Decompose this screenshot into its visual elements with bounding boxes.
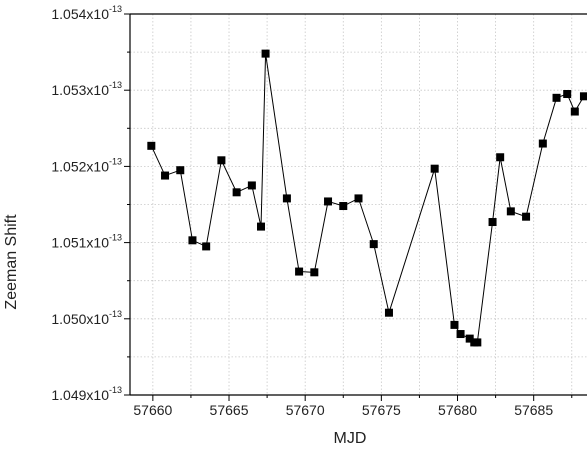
data-point <box>384 308 393 317</box>
x-tick-label: 57660 <box>133 402 172 418</box>
series-layer <box>147 49 587 347</box>
data-point <box>465 334 474 343</box>
data-point <box>456 330 465 339</box>
x-tick-label: 57675 <box>362 402 401 418</box>
data-point <box>579 92 587 101</box>
data-point <box>202 242 211 251</box>
data-point <box>552 93 561 102</box>
data-point <box>247 181 256 190</box>
data-point <box>188 236 197 245</box>
data-point <box>473 338 482 347</box>
x-tick-label: 57680 <box>438 402 477 418</box>
axes: 57660 57665 57670 57675 57680 57685 1.049x10-1… <box>51 4 587 418</box>
y-axis-label: Zeeman Shift <box>3 214 20 310</box>
data-point <box>324 197 333 206</box>
data-point <box>257 222 266 231</box>
y-tick-label: 1.051x10-13 <box>51 233 122 251</box>
data-point <box>176 166 185 175</box>
data-point <box>450 320 459 329</box>
data-point <box>217 156 226 165</box>
data-point <box>570 107 579 116</box>
grid-lines <box>130 14 587 395</box>
data-point <box>339 202 348 211</box>
data-point <box>488 218 497 227</box>
data-point <box>232 188 241 197</box>
data-point <box>261 49 270 58</box>
x-tick-label: 57685 <box>514 402 553 418</box>
data-point <box>282 194 291 203</box>
data-point <box>522 212 531 221</box>
data-point <box>506 207 515 216</box>
data-point <box>354 194 363 203</box>
data-point <box>496 153 505 162</box>
y-tick-label: 1.050x10-13 <box>51 309 122 327</box>
data-point <box>430 164 439 173</box>
y-tick-label: 1.054x10-13 <box>51 4 122 22</box>
data-point <box>369 240 378 249</box>
data-point <box>161 171 170 180</box>
series-line <box>150 53 585 343</box>
y-tick-label: 1.053x10-13 <box>51 80 122 98</box>
y-tick-label: 1.049x10-13 <box>51 385 122 403</box>
x-tick-label: 57665 <box>210 402 249 418</box>
data-point <box>295 267 304 276</box>
data-point <box>563 90 572 99</box>
data-point <box>310 268 319 277</box>
data-point <box>538 139 547 148</box>
y-tick-label: 1.052x10-13 <box>51 156 122 174</box>
data-point <box>147 141 156 150</box>
x-axis-label: MJD <box>334 430 367 447</box>
x-tick-label: 57670 <box>286 402 325 418</box>
